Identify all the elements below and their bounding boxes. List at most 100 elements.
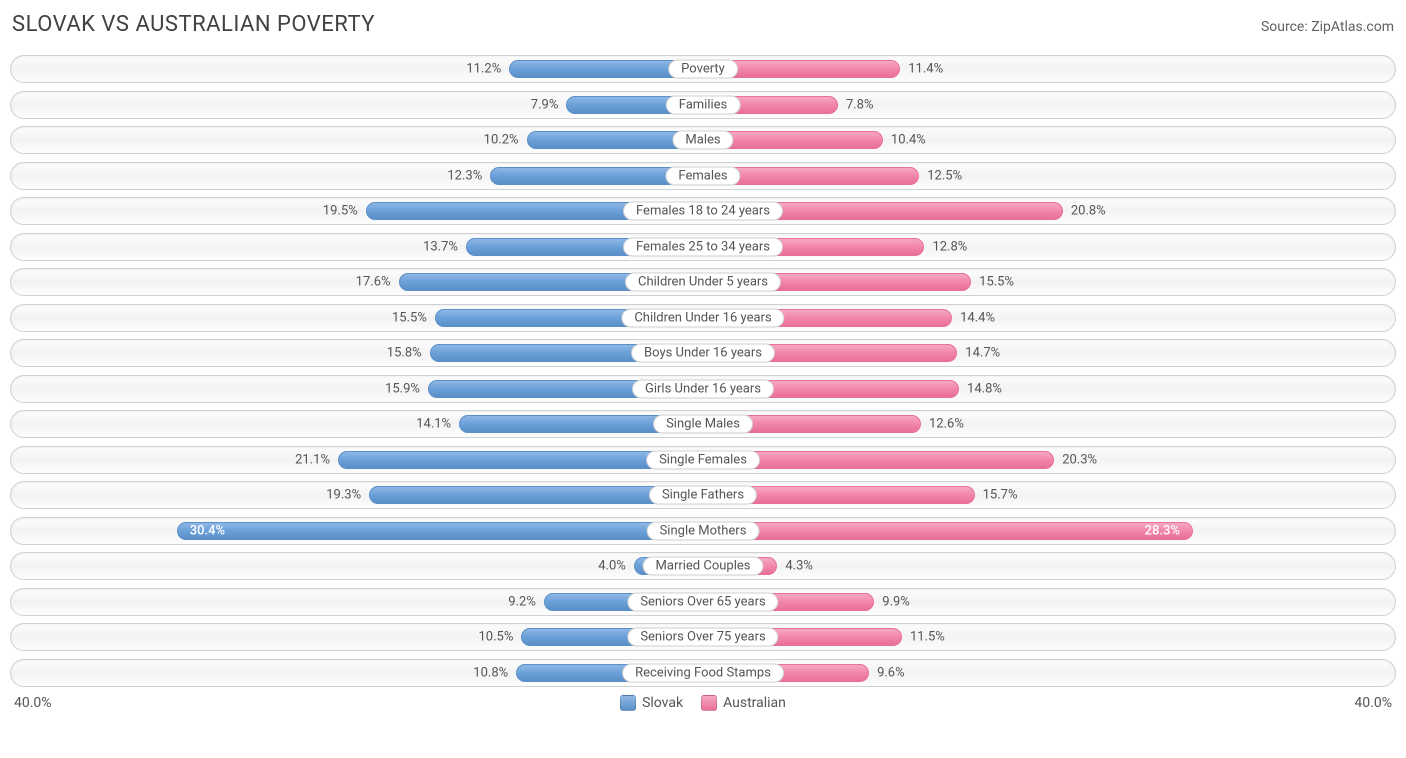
category-label: Seniors Over 65 years (627, 592, 778, 611)
value-label-australian: 11.4% (908, 62, 943, 77)
axis-right-max: 40.0% (1354, 695, 1392, 711)
row-right-half: 12.6% (703, 411, 1395, 437)
category-label: Poverty (668, 60, 738, 79)
row-right-half: 15.5% (703, 269, 1395, 295)
category-label: Females 25 to 34 years (623, 237, 783, 256)
row-left-half: 10.8% (11, 660, 703, 686)
row-left-half: 17.6% (11, 269, 703, 295)
row-left-half: 21.1% (11, 447, 703, 473)
chart-source: Source: ZipAtlas.com (1261, 19, 1394, 35)
bar-australian (703, 522, 1193, 540)
value-label-australian: 14.8% (967, 381, 1002, 396)
row-left-half: 10.5% (11, 624, 703, 650)
value-label-slovak: 4.0% (598, 559, 626, 574)
chart-row: 14.1% 12.6% Single Males (10, 410, 1396, 438)
category-label: Single Fathers (649, 486, 757, 505)
value-label-australian: 11.5% (910, 630, 945, 645)
chart-row: 15.5% 14.4% Children Under 16 years (10, 304, 1396, 332)
row-right-half: 11.4% (703, 56, 1395, 82)
chart-row: 10.5% 11.5% Seniors Over 75 years (10, 623, 1396, 651)
value-label-slovak: 14.1% (416, 417, 451, 432)
legend-item-slovak: Slovak (620, 695, 683, 711)
category-label: Receiving Food Stamps (622, 663, 784, 682)
category-label: Boys Under 16 years (631, 344, 775, 363)
value-label-slovak: 30.4% (190, 523, 225, 538)
chart-footer: 40.0% Slovak Australian 40.0% (10, 687, 1396, 711)
row-left-half: 9.2% (11, 589, 703, 615)
chart-row: 15.9% 14.8% Girls Under 16 years (10, 375, 1396, 403)
row-right-half: 4.3% (703, 553, 1395, 579)
row-right-half: 14.4% (703, 305, 1395, 331)
row-right-half: 20.8% (703, 198, 1395, 224)
chart-area: 11.2%11.4%Poverty7.9%7.8%Families10.2%10… (10, 55, 1396, 687)
chart-row: 10.2% 10.4% Males (10, 126, 1396, 154)
category-label: Single Females (646, 450, 760, 469)
value-label-australian: 28.3% (1145, 523, 1180, 538)
row-left-half: 15.5% (11, 305, 703, 331)
value-label-australian: 14.7% (965, 346, 1000, 361)
value-label-slovak: 19.5% (323, 204, 358, 219)
chart-row: 11.2% 11.4% Poverty (10, 55, 1396, 83)
category-label: Single Mothers (647, 521, 760, 540)
category-label: Children Under 16 years (621, 308, 784, 327)
value-label-slovak: 10.5% (478, 630, 513, 645)
category-label: Children Under 5 years (625, 273, 781, 292)
value-label-australian: 20.3% (1062, 452, 1097, 467)
chart-row: 12.3%12.5%Females (10, 162, 1396, 190)
chart-row: 7.9%7.8%Families (10, 91, 1396, 119)
value-label-slovak: 15.9% (385, 381, 420, 396)
value-label-slovak: 10.8% (473, 665, 508, 680)
value-label-slovak: 19.3% (326, 488, 361, 503)
row-left-half: 7.9% (11, 92, 703, 118)
chart-row: 17.6% 15.5% Children Under 5 years (10, 268, 1396, 296)
legend-item-australian: Australian (701, 695, 786, 711)
value-label-slovak: 17.6% (356, 275, 391, 290)
value-label-australian: 14.4% (960, 310, 995, 325)
value-label-australian: 4.3% (785, 559, 813, 574)
value-label-slovak: 9.2% (508, 594, 536, 609)
chart-row: 19.3% 15.7% Single Fathers (10, 481, 1396, 509)
axis-left-max: 40.0% (14, 695, 52, 711)
chart-header: SLOVAK VS AUSTRALIAN POVERTY Source: Zip… (10, 12, 1396, 55)
value-label-slovak: 15.5% (392, 310, 427, 325)
value-label-australian: 15.7% (983, 488, 1018, 503)
legend: Slovak Australian (620, 695, 786, 711)
chart-row: 21.1% 20.3% Single Females (10, 446, 1396, 474)
category-label: Single Males (653, 415, 753, 434)
row-right-half: 14.7% (703, 340, 1395, 366)
category-label: Males (672, 131, 733, 150)
legend-label-slovak: Slovak (642, 695, 683, 711)
chart-title: SLOVAK VS AUSTRALIAN POVERTY (12, 12, 375, 37)
row-right-half: 20.3% (703, 447, 1395, 473)
legend-label-australian: Australian (723, 695, 786, 711)
legend-swatch-australian (701, 695, 717, 711)
row-right-half: 7.8% (703, 92, 1395, 118)
row-left-half: 30.4% (11, 518, 703, 544)
row-right-half: 11.5% (703, 624, 1395, 650)
value-label-australian: 7.8% (846, 97, 874, 112)
value-label-australian: 12.8% (932, 239, 967, 254)
row-right-half: 12.8% (703, 234, 1395, 260)
row-right-half: 28.3% (703, 518, 1395, 544)
value-label-slovak: 21.1% (295, 452, 330, 467)
row-left-half: 15.8% (11, 340, 703, 366)
chart-row: 19.5% 20.8%Females 18 to 24 years (10, 197, 1396, 225)
category-label: Girls Under 16 years (632, 379, 774, 398)
value-label-australian: 15.5% (979, 275, 1014, 290)
value-label-australian: 10.4% (891, 133, 926, 148)
row-right-half: 14.8% (703, 376, 1395, 402)
row-left-half: 15.9% (11, 376, 703, 402)
row-right-half: 9.9% (703, 589, 1395, 615)
chart-row: 30.4% 28.3% Single Mothers (10, 517, 1396, 545)
value-label-australian: 12.5% (927, 168, 962, 183)
value-label-australian: 9.9% (882, 594, 910, 609)
row-left-half: 4.0% (11, 553, 703, 579)
value-label-australian: 12.6% (929, 417, 964, 432)
value-label-australian: 9.6% (877, 665, 905, 680)
chart-row: 10.8% 9.6% Receiving Food Stamps (10, 659, 1396, 687)
category-label: Females 18 to 24 years (623, 202, 783, 221)
row-left-half: 10.2% (11, 127, 703, 153)
value-label-slovak: 11.2% (466, 62, 501, 77)
category-label: Seniors Over 75 years (627, 628, 778, 647)
category-label: Married Couples (643, 557, 764, 576)
